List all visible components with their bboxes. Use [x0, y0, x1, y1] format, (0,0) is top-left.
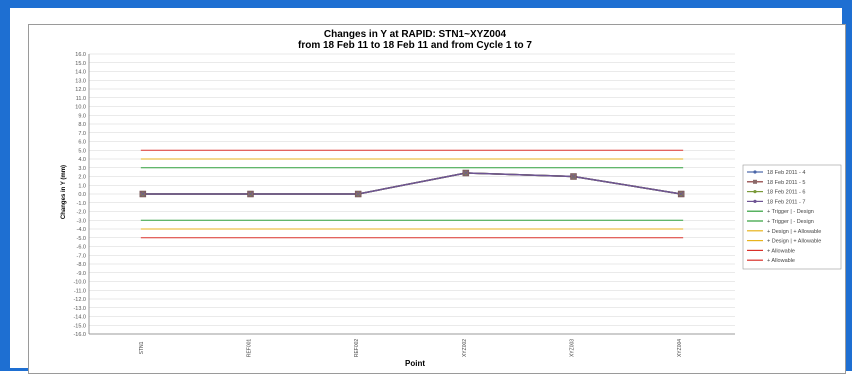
- y-tick-label: 2.0: [78, 175, 86, 181]
- y-tick-label: -2.0: [77, 210, 86, 216]
- y-tick-label: 11.0: [76, 96, 86, 102]
- x-tick-label: XYZ004: [677, 339, 683, 357]
- data-point: [355, 191, 361, 197]
- y-tick-label: -1.0: [77, 201, 86, 207]
- y-tick-label: -5.0: [77, 236, 86, 242]
- chart-svg: Changes in Y at RAPID: STN1~XYZ004 from …: [61, 29, 842, 368]
- chart-subtitle: from 18 Feb 11 to 18 Feb 11 and from Cyc…: [298, 40, 532, 51]
- y-tick-label: 14.0: [75, 70, 86, 76]
- y-tick-label: 9.0: [78, 113, 86, 119]
- legend-label: + Design | + Allowable: [767, 239, 821, 245]
- data-point: [571, 174, 576, 179]
- y-tick-label: 1.0: [78, 183, 86, 189]
- y-tick-label: -12.0: [73, 297, 86, 303]
- y-tick-label: -15.0: [73, 323, 86, 329]
- y-tick-label: -14.0: [73, 315, 86, 321]
- y-tick-label: -16.0: [73, 332, 86, 338]
- legend-marker: [753, 179, 757, 184]
- legend-label: 18 Feb 2011 - 6: [767, 190, 805, 196]
- y-tick-label: -4.0: [77, 227, 86, 233]
- y-tick-label: 5.0: [78, 148, 86, 154]
- chart-title: Changes in Y at RAPID: STN1~XYZ004: [324, 29, 507, 40]
- x-tick-label: REF002: [354, 339, 360, 358]
- series-layer: [139, 169, 685, 198]
- legend-label: + Trigger | - Design: [767, 209, 814, 215]
- x-tick-label: XYZ003: [570, 339, 576, 357]
- y-tick-label: 8.0: [78, 122, 86, 128]
- x-axis-label: Point: [405, 359, 425, 368]
- legend: 18 Feb 2011 - 4 18 Feb 2011 - 5 18 Feb 201…: [742, 164, 842, 270]
- y-tick-label: -3.0: [77, 218, 86, 224]
- legend-marker: [753, 190, 757, 194]
- legend-label: 18 Feb 2011 - 5: [767, 180, 805, 186]
- y-tick-label: 13.0: [75, 78, 86, 84]
- legend-marker: [753, 170, 757, 174]
- legend-label: + Allowable: [767, 258, 795, 264]
- series-line: [142, 172, 682, 195]
- legend-label: 18 Feb 2011 - 4: [767, 170, 805, 176]
- y-tick-label: 10.0: [75, 105, 86, 111]
- reference-lines: [140, 149, 684, 239]
- legend-label: + Trigger | - Design: [767, 219, 814, 225]
- chart-panel: Changes in Y at RAPID: STN1~XYZ004 from …: [28, 24, 846, 374]
- legend-label: + Design | + Allowable: [767, 229, 821, 235]
- y-tick-label: 0.0: [78, 192, 86, 198]
- x-tick-label: STN1: [139, 341, 145, 354]
- legend-label: + Allowable: [767, 248, 795, 254]
- y-tick-label: 4.0: [78, 157, 86, 163]
- x-tick-label: XYZ002: [462, 339, 468, 357]
- y-tick-label: 6.0: [78, 140, 86, 146]
- y-tick-label: 3.0: [78, 166, 86, 172]
- y-tick-label: -13.0: [73, 306, 86, 312]
- legend-label: 18 Feb 2011 - 7: [767, 199, 805, 205]
- y-tick-label: -7.0: [77, 253, 86, 259]
- y-tick-label: 12.0: [75, 87, 86, 93]
- y-tick-label: 15.0: [75, 61, 86, 67]
- data-point: [140, 191, 146, 197]
- y-tick-label: 7.0: [78, 131, 86, 137]
- data-point: [678, 191, 684, 197]
- y-tick-label: -9.0: [77, 271, 86, 277]
- x-tick-label: REF001: [247, 339, 253, 358]
- y-tick-label: -11.0: [74, 288, 86, 294]
- legend-marker: [753, 199, 757, 203]
- y-tick-label: 16.0: [75, 52, 86, 58]
- y-axis-label: Changes in Y (mm): [61, 165, 67, 219]
- y-tick-label: -10.0: [73, 280, 86, 286]
- y-tick-label: -8.0: [77, 262, 86, 268]
- data-point: [248, 191, 253, 197]
- axis-layer: -16.0 -15.0 -14.0 -13.0 -12.0 -11.0 -10.0 -9.0 -…: [73, 52, 735, 357]
- data-point: [463, 170, 469, 176]
- y-tick-label: -6.0: [77, 245, 86, 251]
